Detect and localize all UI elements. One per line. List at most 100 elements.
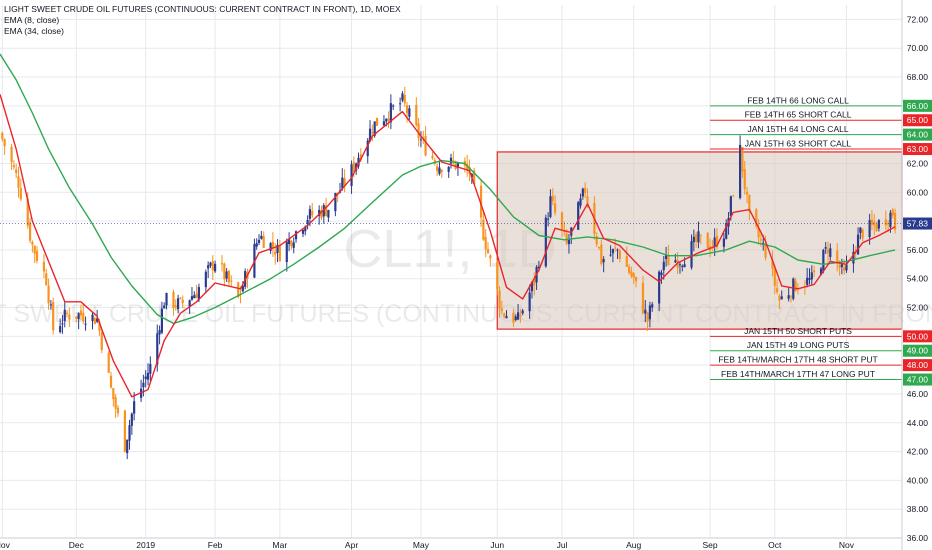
candle-up xyxy=(304,226,307,232)
candle-up xyxy=(690,241,693,268)
candle-up xyxy=(130,413,133,426)
candle-up xyxy=(547,218,550,220)
candle-up xyxy=(225,271,228,279)
candle-up xyxy=(787,295,790,299)
candle-up xyxy=(651,304,654,308)
candle-up xyxy=(142,382,145,388)
option-price-badge xyxy=(903,128,932,141)
candle-down xyxy=(771,259,774,269)
candle-up xyxy=(537,266,540,269)
candle-down xyxy=(93,318,96,325)
time-tick-label: Mar xyxy=(273,540,288,550)
candle-down xyxy=(757,227,760,238)
candle-up xyxy=(678,264,682,266)
ema-fast-line[interactable] xyxy=(0,94,896,398)
chart-title: LIGHT SWEET CRUDE OIL FUTURES (CONTINUOU… xyxy=(4,4,401,14)
candle-down xyxy=(482,219,485,240)
candle-up xyxy=(856,234,860,255)
candle-up xyxy=(845,264,848,271)
candle-down xyxy=(75,316,78,319)
candle-down xyxy=(1,132,4,140)
candle-down xyxy=(748,194,751,212)
candle-up xyxy=(126,439,129,454)
candle-down xyxy=(479,185,483,218)
candle-down xyxy=(227,270,231,283)
ema-slow-legend[interactable]: EMA (34, close) xyxy=(4,26,64,36)
price-tick-label: 54.00 xyxy=(907,274,929,284)
candle-down xyxy=(625,256,628,267)
ema-slow-line[interactable] xyxy=(0,53,896,325)
candle-up xyxy=(660,272,663,276)
candle-down xyxy=(764,243,767,258)
candle-down xyxy=(641,282,645,314)
candle-up xyxy=(521,310,524,314)
option-level-label: JAN 15TH 64 LONG CALL xyxy=(747,124,848,134)
candle-up xyxy=(658,271,661,304)
candle-down xyxy=(454,161,457,170)
candle-down xyxy=(500,308,503,311)
candle-down xyxy=(230,280,233,282)
candle-up xyxy=(385,118,388,122)
candle-up xyxy=(392,105,395,107)
candle-up xyxy=(581,188,584,197)
candle-up xyxy=(292,242,295,248)
candle-up xyxy=(389,103,392,123)
candle-up xyxy=(190,296,194,300)
candle-up xyxy=(824,247,827,249)
candle-up xyxy=(530,282,534,292)
candle-up xyxy=(285,241,288,263)
candle-down xyxy=(195,293,198,299)
candle-down xyxy=(486,249,490,254)
candle-up xyxy=(213,263,217,272)
candle-down xyxy=(220,262,224,265)
candle-up xyxy=(77,313,80,320)
candle-down xyxy=(706,232,709,249)
candle-down xyxy=(387,118,390,121)
candle-down xyxy=(436,166,439,171)
candle-down xyxy=(695,234,698,242)
price-tick-label: 68.00 xyxy=(907,72,929,82)
option-price-badge xyxy=(903,344,932,357)
candle-down xyxy=(371,132,374,134)
price-tick-label: 62.00 xyxy=(907,158,929,168)
candle-up xyxy=(664,254,668,259)
candle-up xyxy=(516,312,520,320)
candle-up xyxy=(355,163,358,171)
candle-up xyxy=(780,296,783,300)
candle-up xyxy=(144,376,147,380)
time-tick-label: Feb xyxy=(208,540,223,550)
candle-up xyxy=(419,139,423,141)
candle-down xyxy=(47,285,50,304)
candle-up xyxy=(165,292,168,306)
candle-down xyxy=(630,271,633,277)
candle-up xyxy=(149,363,152,374)
current-price-label: 57.83 xyxy=(907,219,929,229)
time-tick-label: Dec xyxy=(69,540,85,550)
candle-up xyxy=(806,277,809,285)
candle-down xyxy=(116,407,120,414)
price-tick-label: 36.00 xyxy=(907,533,929,543)
candle-down xyxy=(773,268,776,286)
candle-down xyxy=(584,187,587,194)
candle-up xyxy=(868,220,871,238)
ema-fast-legend[interactable]: EMA (8, close) xyxy=(4,15,60,25)
candle-down xyxy=(181,299,184,304)
candle-up xyxy=(713,237,716,247)
candle-down xyxy=(776,288,779,293)
candle-up xyxy=(209,262,212,266)
option-price-badge xyxy=(903,373,932,386)
candle-down xyxy=(35,250,39,262)
candle-up xyxy=(662,261,665,271)
range-box[interactable] xyxy=(496,151,903,330)
price-tick-label: 38.00 xyxy=(907,504,929,514)
candle-down xyxy=(489,255,492,259)
candle-down xyxy=(755,209,758,227)
candle-up xyxy=(697,231,700,243)
candle-down xyxy=(512,312,515,323)
candle-up xyxy=(207,265,210,269)
candle-up xyxy=(683,264,686,268)
candle-up xyxy=(722,238,726,247)
price-tick-label: 42.00 xyxy=(907,447,929,457)
